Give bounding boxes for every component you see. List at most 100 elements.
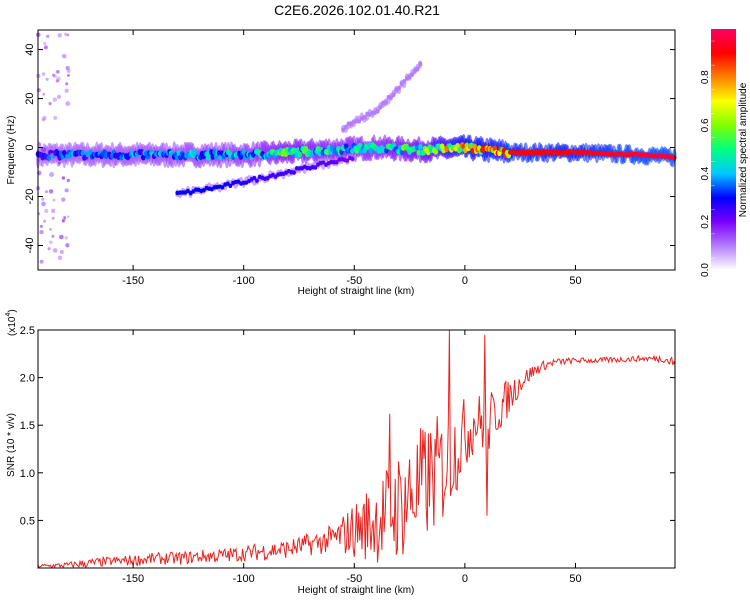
spectrogram-core-point xyxy=(273,174,278,179)
snr-multiplier: (x104) xyxy=(5,309,18,336)
spectrogram-speckle xyxy=(39,259,44,264)
spectrogram-speckle xyxy=(39,224,43,228)
spectrogram-core-point xyxy=(178,190,182,195)
snr-y-tick-label: 1.0 xyxy=(20,468,35,480)
spectrogram-speckle xyxy=(56,69,60,74)
spectrogram-core-point xyxy=(402,78,407,84)
spectrogram-core-point xyxy=(241,180,246,186)
spectrogram-speckle xyxy=(52,248,58,253)
spectrogram-core-point xyxy=(294,166,299,171)
spectrogram-core-point xyxy=(318,160,323,166)
spectrogram-core-point xyxy=(46,154,52,161)
spectrogram-core-point xyxy=(332,160,336,165)
snr-multiplier-base: (x10 xyxy=(7,316,18,336)
spectrogram-x-tick-label: -100 xyxy=(233,275,255,287)
spectrogram-core-point xyxy=(289,170,294,175)
spectrogram-core-point xyxy=(672,155,677,160)
figure-title: C2E6.2026.102.01.40.R21 xyxy=(274,2,440,18)
snr-y-tick-label: 2.0 xyxy=(20,373,35,385)
spectrogram-speckle xyxy=(42,92,46,96)
spectrogram-speckle xyxy=(57,161,61,165)
spectrogram-core-point xyxy=(220,185,225,190)
colorbar-ticks: 0.0 0.2 0.4 0.6 0.8 xyxy=(700,40,715,277)
spectrogram-core-point xyxy=(329,159,334,165)
spectrogram-core-point xyxy=(305,165,310,171)
spectrogram-core-point xyxy=(389,95,393,100)
spectrogram-core-point xyxy=(210,186,214,192)
spectrogram-x-tick-label: 50 xyxy=(569,275,581,287)
snr-x-tick-label: 50 xyxy=(569,573,581,585)
spectrogram-speckle xyxy=(53,115,58,120)
spectrogram-speckle xyxy=(67,73,70,77)
spectrogram-speckle xyxy=(41,147,47,153)
spectrogram-core-point xyxy=(383,100,388,105)
spectrogram-core-point xyxy=(334,160,339,165)
spectrogram-core-point xyxy=(345,158,350,163)
snr-y-tick-label: 0.5 xyxy=(20,515,35,527)
snr-x-tick-label: -100 xyxy=(233,573,255,585)
spectrogram-core-point xyxy=(175,190,180,196)
spectrogram-speckle xyxy=(36,88,41,93)
spectrogram-core-point xyxy=(415,66,420,71)
spectrogram-speckle xyxy=(48,189,54,194)
spectrogram-speckle xyxy=(43,219,46,223)
spectrogram-core-point xyxy=(397,85,401,91)
spectrogram-speckle xyxy=(43,42,47,46)
snr-panel: -150 -100 -50 0 50 0.5 1.0 1.5 2.0 2.5 Height of… xyxy=(5,309,676,596)
snr-y-label: SNR (10 * v/v) xyxy=(6,413,17,477)
spectrogram-core-point xyxy=(212,185,217,190)
spectrogram-panel: -150 -100 -50 0 50 -40 -20 0 20 40 Height of str… xyxy=(6,29,677,297)
spectrogram-speckle xyxy=(66,178,71,183)
spectrogram-speckle xyxy=(46,34,50,38)
spectrogram-speckle xyxy=(64,32,68,37)
spectrogram-core-point xyxy=(207,186,211,191)
spectrogram-core-point xyxy=(80,150,86,157)
spectrogram-speckle xyxy=(64,88,69,93)
spectrogram-core-point xyxy=(180,190,185,195)
snr-background xyxy=(38,330,675,568)
spectrogram-feature-main-trace xyxy=(35,134,677,169)
spectrogram-speckle xyxy=(65,243,70,248)
spectrogram-core-point xyxy=(247,179,251,184)
snr-y-tick-label: 2.5 xyxy=(20,325,35,337)
spectrogram-speckle xyxy=(62,176,66,180)
colorbar-label: Normalized spectral amplitude xyxy=(738,82,749,217)
spectrogram-core-point xyxy=(337,157,342,162)
spectrogram-speckle xyxy=(51,234,55,238)
spectrogram-speckle xyxy=(52,198,56,202)
colorbar-tick-label: 0.6 xyxy=(700,118,711,132)
spectrogram-speckle xyxy=(66,215,70,218)
spectrogram-core-point xyxy=(188,190,193,196)
spectrogram-speckle xyxy=(63,158,68,162)
snr-frame xyxy=(37,329,676,569)
spectrogram-speckle xyxy=(43,45,48,50)
spectrogram-y-tick-label: 20 xyxy=(24,92,36,104)
spectrogram-core-point xyxy=(186,188,190,194)
spectrogram-x-tick-label: 0 xyxy=(462,275,468,287)
spectrogram-speckle xyxy=(41,197,45,201)
spectrogram-y-tick-label: 40 xyxy=(24,43,36,55)
spectrogram-core-point xyxy=(228,183,233,189)
spectrogram-core-point xyxy=(399,81,404,86)
spectrogram-core-point xyxy=(346,121,351,126)
spectrogram-speckle xyxy=(66,69,71,74)
spectrogram-speckle xyxy=(47,247,51,251)
spectrogram-core-point xyxy=(191,189,196,194)
spectrogram-core-point xyxy=(303,145,309,152)
spectrogram-speckle xyxy=(65,82,69,86)
spectrogram-marks xyxy=(35,32,677,264)
spectrogram-core-point xyxy=(368,147,374,154)
spectrogram-core-point xyxy=(362,114,367,120)
spectrogram-core-point xyxy=(233,179,238,185)
spectrogram-core-point xyxy=(202,188,206,193)
spectrogram-core-point xyxy=(263,176,267,181)
spectrogram-core-point xyxy=(386,94,391,100)
spectrogram-core-point xyxy=(407,74,412,80)
spectrogram-speckle xyxy=(41,72,46,76)
spectrogram-core-point xyxy=(418,144,423,151)
spectrogram-feature-lower-branch xyxy=(175,152,355,199)
spectrogram-core-point xyxy=(352,119,356,124)
snr-multiplier-close: ) xyxy=(7,309,18,312)
spectrogram-speckle xyxy=(61,53,67,59)
